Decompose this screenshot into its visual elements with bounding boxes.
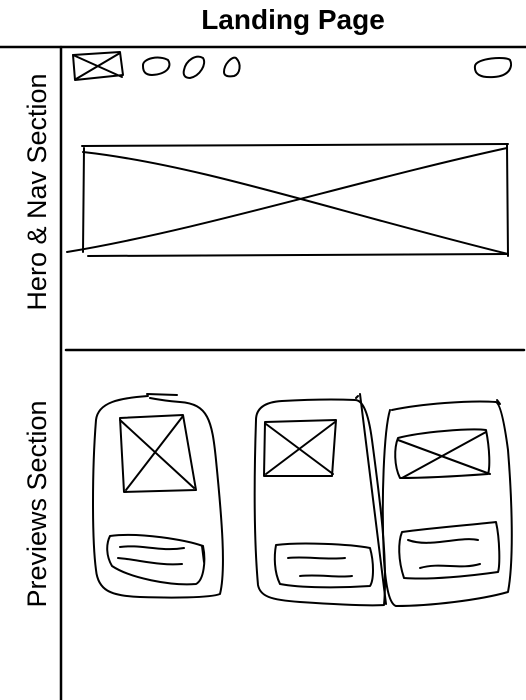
nav-link-3	[223, 56, 241, 78]
nav-bar	[72, 51, 513, 81]
hero-image-placeholder	[66, 143, 509, 257]
nav-link-2	[182, 55, 206, 79]
page-title: Landing Page	[201, 4, 385, 35]
section-dividers	[0, 45, 526, 700]
preview-card-3	[359, 393, 513, 607]
logo-placeholder	[72, 51, 124, 81]
preview-card-1	[92, 393, 224, 599]
nav-button	[473, 57, 513, 79]
nav-link-1	[142, 56, 171, 76]
preview-card-2	[253, 395, 387, 607]
